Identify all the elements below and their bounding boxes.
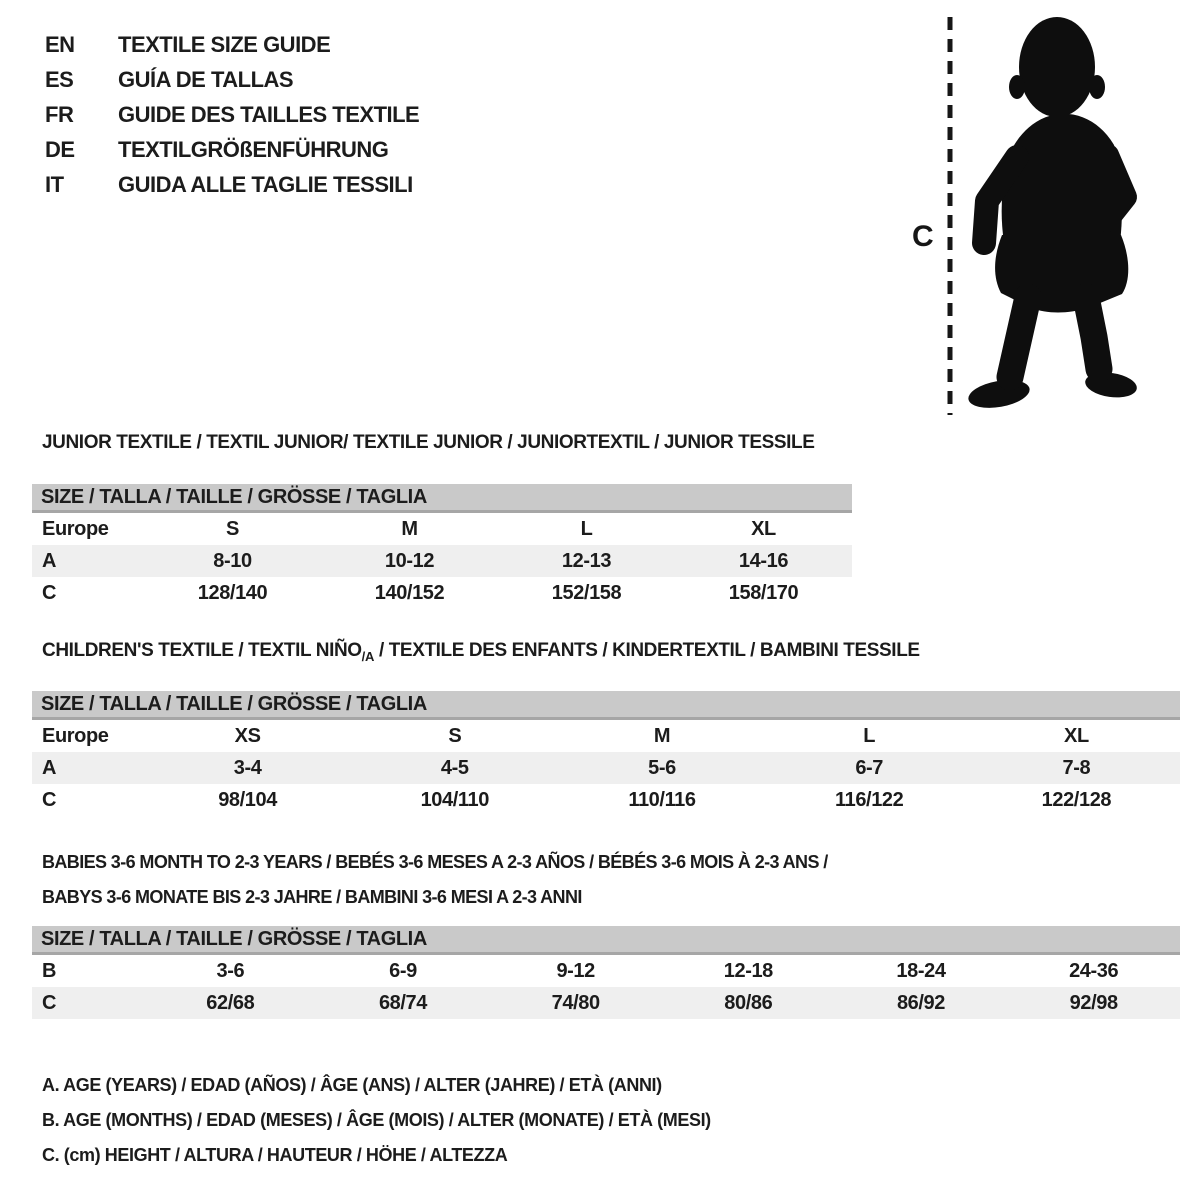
lang-code: ES [45, 67, 74, 92]
junior-section-title: JUNIOR TEXTILE / TEXTIL JUNIOR/ TEXTILE … [42, 432, 815, 453]
size-header-bar: SIZE / TALLA / TAILLE / GRÖSSE / TAGLIA [32, 484, 852, 513]
row-label: Europe [42, 724, 109, 747]
value-cell: 5-6 [648, 756, 676, 779]
size-cell: L [863, 724, 876, 747]
value-cell: 7-8 [1062, 756, 1091, 779]
size-cell: M [401, 517, 418, 540]
value-cell: 104/110 [420, 788, 490, 811]
size-header-bar: SIZE / TALLA / TAILLE / GRÖSSE / TAGLIA [32, 926, 1180, 955]
value-cell: 68/74 [378, 991, 428, 1014]
size-cell: XS [234, 724, 261, 747]
legend-line-a: A. AGE (YEARS) / EDAD (AÑOS) / ÂGE (ANS)… [42, 1075, 662, 1095]
value-cell: 3-6 [216, 959, 245, 982]
value-cell: 116/122 [834, 788, 904, 811]
table-row-height: C 98/104 104/110 110/116 116/122 122/128 [32, 784, 1180, 816]
table-row-height: C 128/140 140/152 152/158 158/170 [32, 577, 852, 609]
value-cell: 98/104 [218, 788, 277, 811]
lang-code: EN [45, 32, 75, 57]
lang-title: TEXTILE SIZE GUIDE [118, 32, 331, 57]
lang-title: GUIDE DES TAILLES TEXTILE [118, 102, 420, 127]
height-measure-label: C [912, 220, 933, 253]
babies-size-table: SIZE / TALLA / TAILLE / GRÖSSE / TAGLIA … [32, 926, 1180, 1019]
size-cell: S [226, 517, 239, 540]
value-cell: 86/92 [896, 991, 946, 1014]
row-label: A [42, 549, 57, 572]
value-cell: 80/86 [724, 991, 773, 1014]
value-cell: 14-16 [738, 549, 789, 572]
lang-title: GUÍA DE TALLAS [118, 67, 294, 92]
value-cell: 10-12 [384, 549, 435, 572]
size-header-label: SIZE / TALLA / TAILLE / GRÖSSE / TAGLIA [41, 485, 427, 508]
table-row-age: A 3-4 4-5 5-6 6-7 7-8 [32, 752, 1180, 784]
toddler-silhouette-icon: C [912, 17, 1137, 415]
babies-title-line1: BABIES 3-6 MONTH TO 2-3 YEARS / BEBÉS 3-… [42, 852, 828, 872]
size-cell: M [653, 724, 671, 747]
row-label: A [42, 756, 57, 779]
value-cell: 140/152 [374, 581, 445, 604]
size-header-bar: SIZE / TALLA / TAILLE / GRÖSSE / TAGLIA [32, 691, 1180, 720]
value-cell: 110/116 [628, 788, 696, 811]
value-cell: 6-9 [389, 959, 417, 982]
value-cell: 8-10 [213, 549, 252, 572]
value-cell: 128/140 [197, 581, 268, 604]
value-cell: 152/158 [551, 581, 622, 604]
table-row-age: A 8-10 10-12 12-13 14-16 [32, 545, 852, 577]
legend-line-b: B. AGE (MONTHS) / EDAD (MESES) / ÂGE (MO… [42, 1110, 711, 1130]
row-label: C [42, 991, 57, 1014]
size-cell: XL [1064, 724, 1089, 747]
size-header-label: SIZE / TALLA / TAILLE / GRÖSSE / TAGLIA [41, 927, 427, 950]
babies-section-title: BABIES 3-6 MONTH TO 2-3 YEARS / BEBÉS 3-… [42, 845, 828, 915]
table-row-sizes: Europe S M L XL [32, 513, 852, 545]
size-header-label: SIZE / TALLA / TAILLE / GRÖSSE / TAGLIA [41, 692, 427, 715]
measure-legend: A. AGE (YEARS) / EDAD (AÑOS) / ÂGE (ANS)… [42, 1068, 711, 1173]
value-cell: 9-12 [556, 959, 595, 982]
lang-code: IT [45, 172, 64, 197]
value-cell: 158/170 [728, 581, 799, 604]
table-row-height: C 62/68 68/74 74/80 80/86 86/92 92/98 [32, 987, 1180, 1019]
value-cell: 92/98 [1069, 991, 1118, 1014]
legend-line-c: C. (cm) HEIGHT / ALTURA / HAUTEUR / HÖHE… [42, 1145, 508, 1165]
value-cell: 62/68 [206, 991, 255, 1014]
size-cell: XL [751, 517, 776, 540]
value-cell: 18-24 [896, 959, 946, 982]
value-cell: 122/128 [1041, 788, 1112, 811]
row-label: C [42, 788, 57, 811]
value-cell: 4-5 [440, 756, 469, 779]
junior-size-table: SIZE / TALLA / TAILLE / GRÖSSE / TAGLIA … [32, 484, 852, 609]
value-cell: 74/80 [551, 991, 600, 1014]
value-cell: 24-36 [1069, 959, 1119, 982]
toddler-limbs [972, 144, 1137, 391]
children-title-sub: /A [361, 648, 375, 664]
children-size-table: SIZE / TALLA / TAILLE / GRÖSSE / TAGLIA … [32, 691, 1180, 816]
lang-title: GUIDA ALLE TAGLIE TESSILI [118, 172, 413, 197]
table-row-months: B 3-6 6-9 9-12 12-18 18-24 24-36 [32, 955, 1180, 987]
row-label: B [42, 959, 57, 982]
value-cell: 3-4 [233, 756, 262, 779]
value-cell: 12-18 [723, 959, 774, 982]
babies-title-line2: BABYS 3-6 MONATE BIS 2-3 JAHRE / BAMBINI… [42, 887, 582, 907]
language-title-list: EN TEXTILE SIZE GUIDE ES GUÍA DE TALLAS … [45, 27, 420, 202]
children-title-part1: CHILDREN'S TEXTILE / TEXTIL NIÑO [42, 640, 362, 661]
value-cell: 6-7 [855, 756, 884, 779]
lang-title: TEXTILGRÖßENFÜHRUNG [118, 137, 389, 162]
row-label: C [42, 581, 57, 604]
children-section-title: CHILDREN'S TEXTILE / TEXTIL NIÑO/A / TEX… [42, 640, 920, 664]
lang-code: FR [45, 102, 74, 127]
size-cell: L [580, 517, 593, 540]
row-label: Europe [42, 517, 109, 540]
children-title-part2: / TEXTILE DES ENFANTS / KINDERTEXTIL / B… [374, 640, 920, 661]
table-row-sizes: Europe XS S M L XL [32, 720, 1180, 752]
size-cell: S [448, 724, 462, 747]
value-cell: 12-13 [561, 549, 612, 572]
lang-code: DE [45, 137, 75, 162]
